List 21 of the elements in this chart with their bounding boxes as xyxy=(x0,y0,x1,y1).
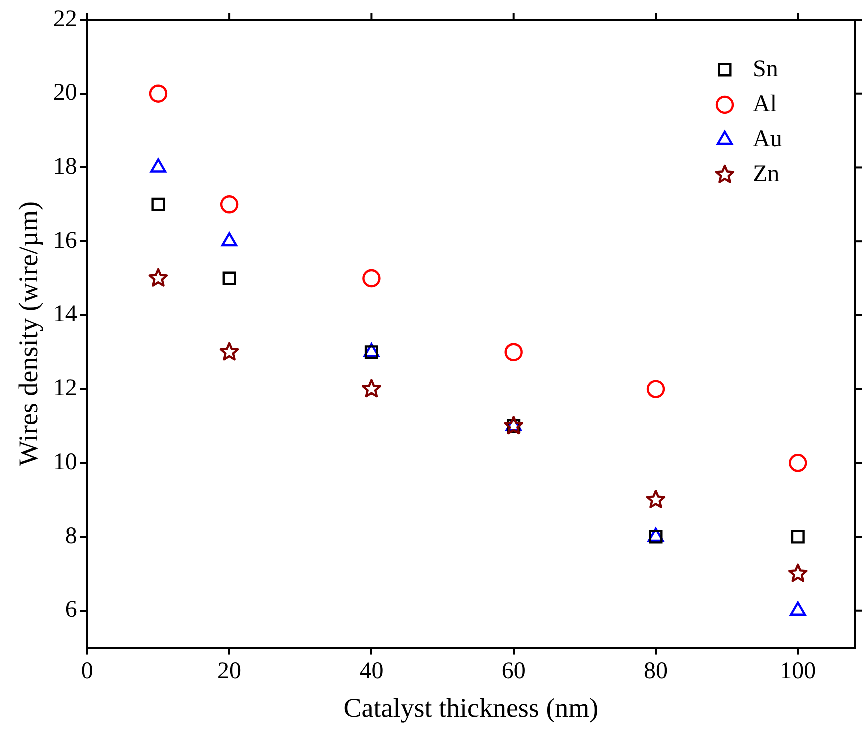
x-tick-label: 40 xyxy=(360,658,384,684)
y-tick-label: 22 xyxy=(53,6,78,32)
legend-label: Au xyxy=(753,126,782,152)
x-axis-title: Catalyst thickness (nm) xyxy=(344,692,599,723)
y-tick-label: 6 xyxy=(65,597,78,624)
x-tick-label: 20 xyxy=(218,658,242,684)
x-tick-label: 60 xyxy=(502,658,526,684)
y-tick-label: 10 xyxy=(53,449,78,476)
y-axis-title: Wires density (wire/µm) xyxy=(13,201,44,466)
y-tick-label: 12 xyxy=(53,376,78,402)
legend-label: Zn xyxy=(753,161,780,188)
y-tick-label: 18 xyxy=(53,154,78,180)
y-tick-label: 14 xyxy=(53,302,78,328)
legend-label: Al xyxy=(753,91,778,118)
legend-label: Sn xyxy=(753,56,778,82)
y-tick-label: 16 xyxy=(53,228,78,254)
x-tick-label: 80 xyxy=(644,658,668,684)
y-tick-label: 20 xyxy=(53,80,78,106)
x-tick-label: 0 xyxy=(81,658,94,684)
y-tick-label: 8 xyxy=(65,523,78,550)
x-tick-label: 100 xyxy=(780,658,816,684)
